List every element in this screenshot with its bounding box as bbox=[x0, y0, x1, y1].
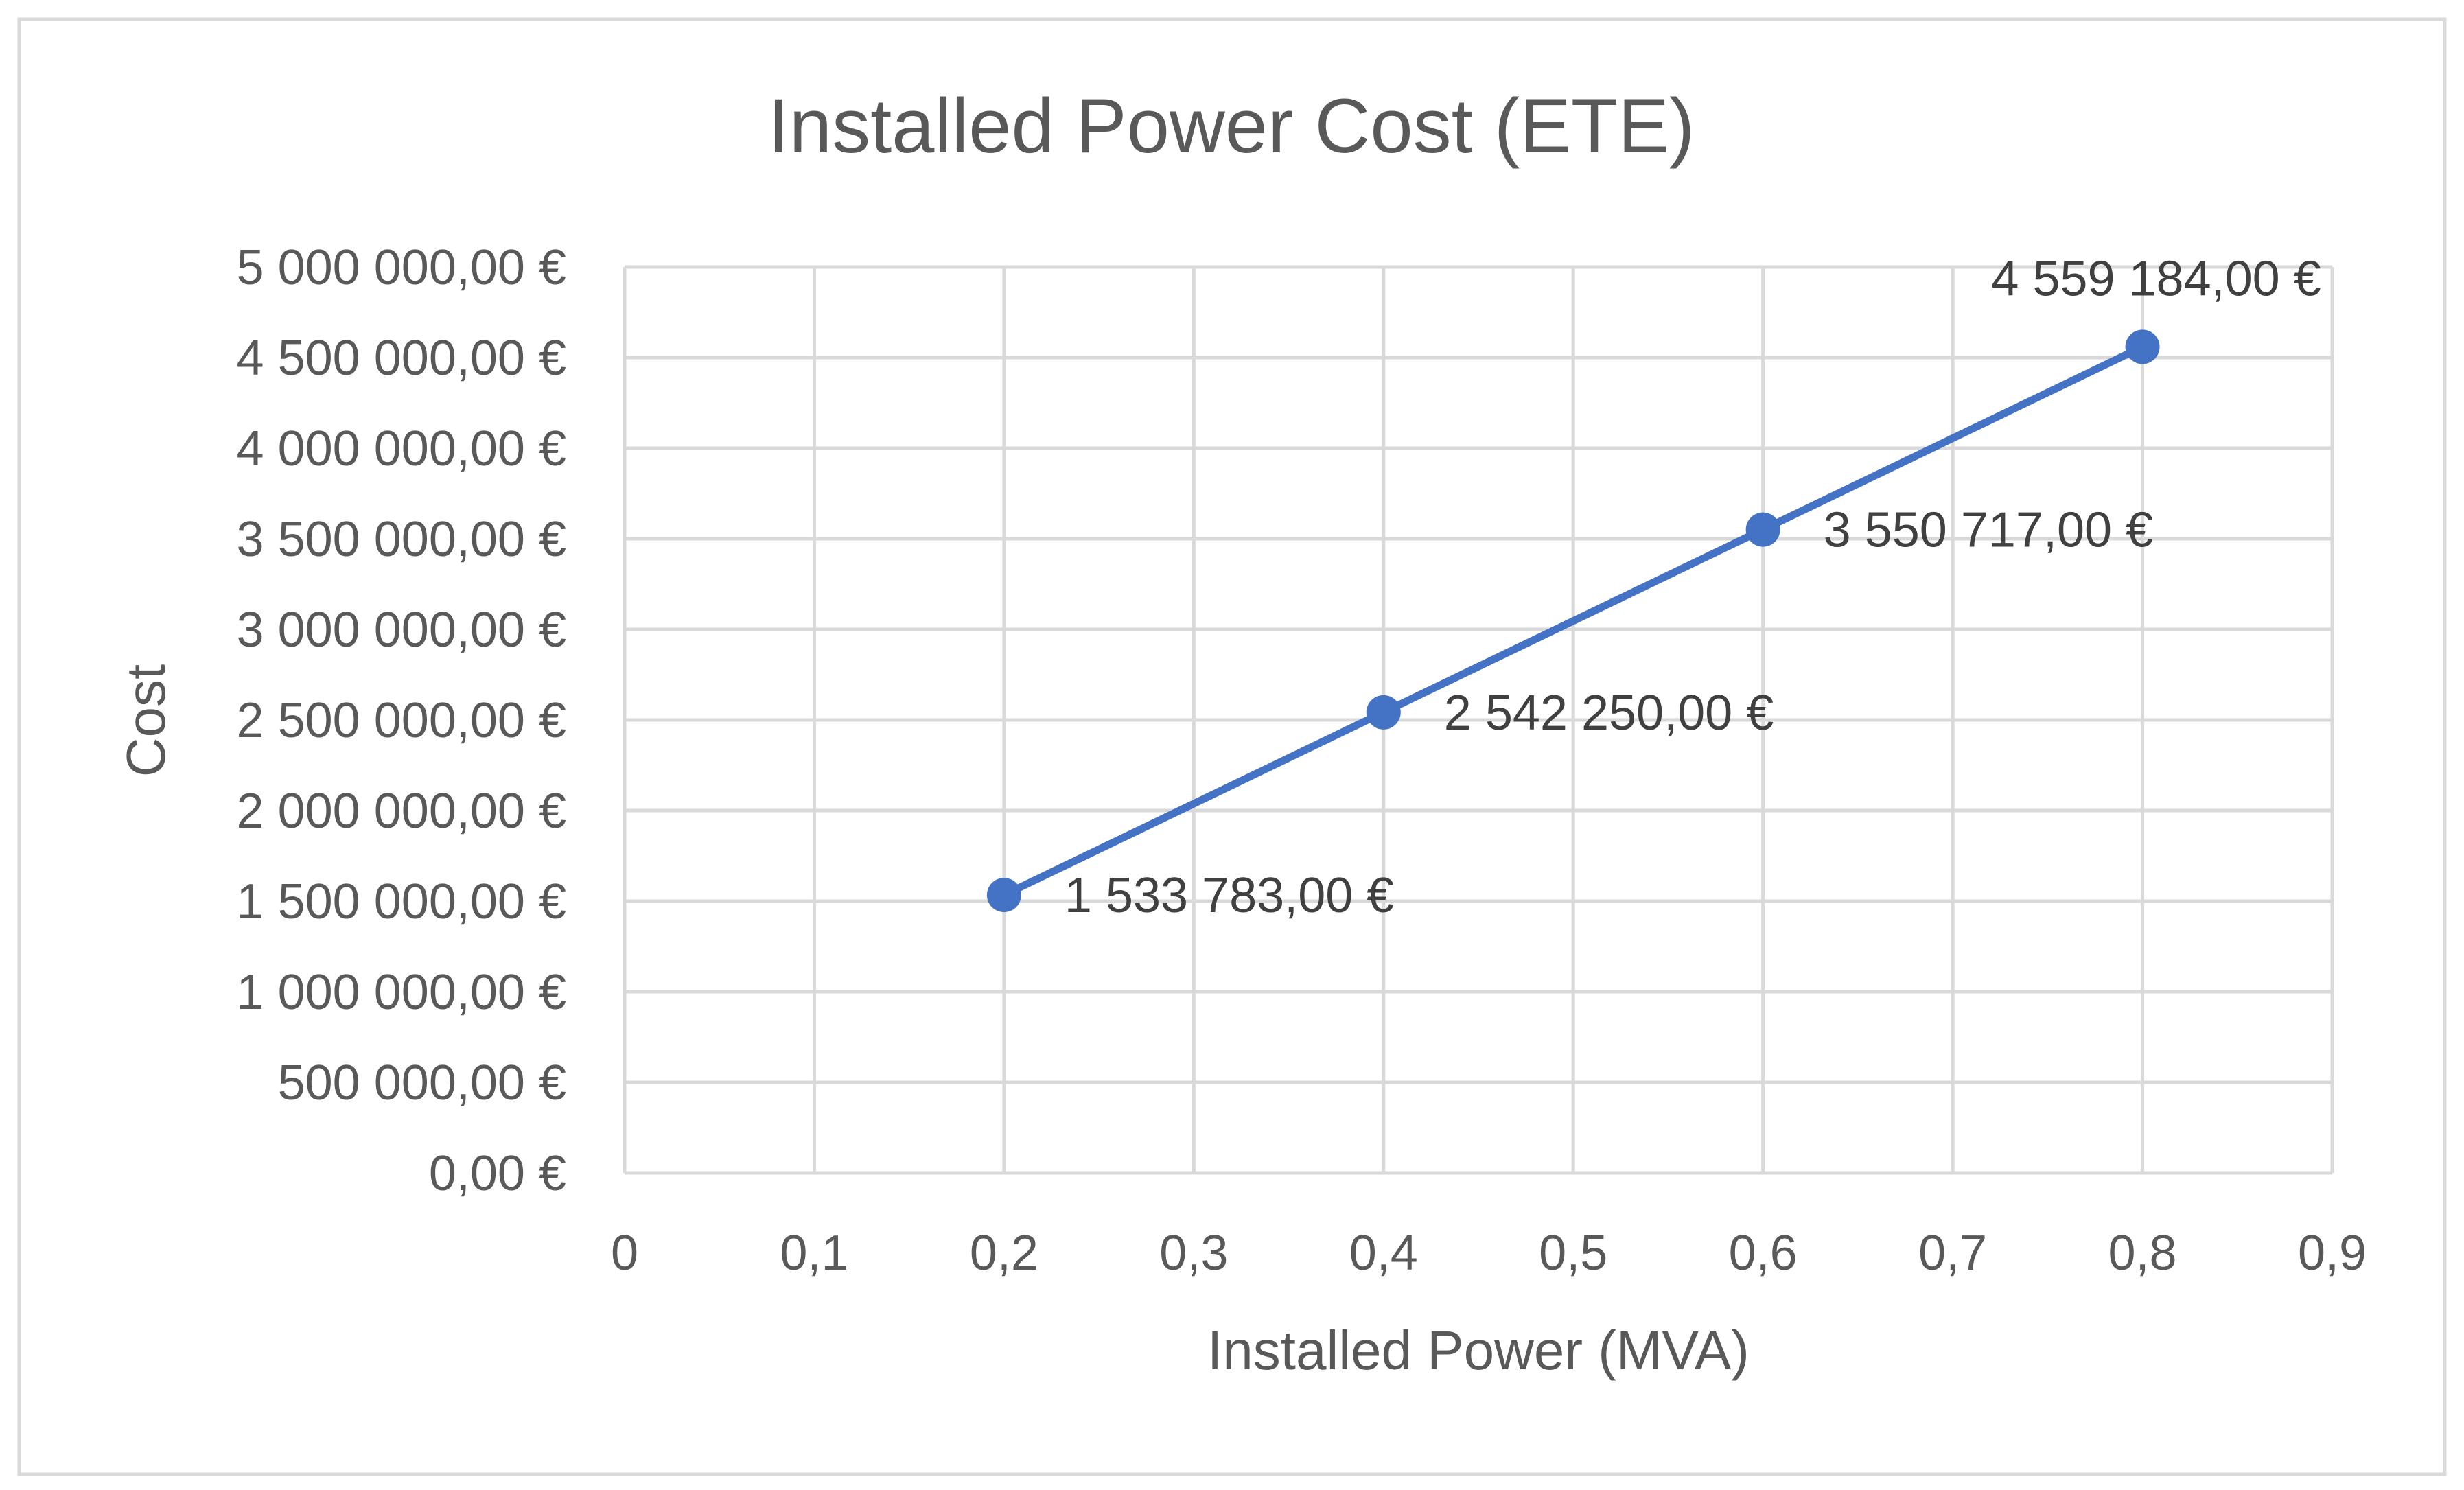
y-axis-ticks: 0,00 € 500 000,00 € 1 000 000,00 € 1 500 00… bbox=[237, 240, 566, 1201]
series-line bbox=[1002, 343, 2144, 899]
x-tick-label: 0,2 bbox=[970, 1226, 1038, 1281]
y-tick-label: 4 000 000,00 € bbox=[237, 421, 566, 476]
x-tick-label: 0,9 bbox=[2298, 1226, 2367, 1281]
x-axis-ticks: 0 0,1 0,2 0,3 0,4 0,5 0,6 0,7 0,8 0,9 bbox=[611, 1226, 2367, 1281]
y-tick-label: 1 000 000,00 € bbox=[237, 965, 566, 1020]
chart-frame bbox=[17, 17, 2447, 1476]
y-tick-label: 4 500 000,00 € bbox=[237, 331, 566, 386]
data-label: 4 559 184,00 € bbox=[1991, 251, 2321, 306]
y-tick-label: 2 500 000,00 € bbox=[237, 693, 566, 748]
x-tick-label: 0,6 bbox=[1729, 1226, 1798, 1281]
x-tick-label: 0,1 bbox=[780, 1226, 848, 1281]
gridlines bbox=[623, 265, 2334, 1175]
chart-title: Installed Power Cost (ETE) bbox=[768, 83, 1695, 169]
data-point bbox=[1366, 695, 1401, 730]
data-label: 2 542 250,00 € bbox=[1444, 686, 1774, 741]
x-tick-label: 0,8 bbox=[2108, 1226, 2177, 1281]
x-tick-label: 0,4 bbox=[1349, 1226, 1418, 1281]
data-point bbox=[2125, 329, 2160, 364]
x-tick-label: 0 bbox=[611, 1226, 638, 1281]
y-tick-label: 500 000,00 € bbox=[278, 1056, 566, 1110]
y-tick-label: 2 000 000,00 € bbox=[237, 784, 566, 839]
x-axis-title: Installed Power (MVA) bbox=[1207, 1320, 1750, 1381]
series-layer: 1 533 783,00 € 2 542 250,00 € 3 550 717,00… bbox=[986, 251, 2321, 923]
x-tick-label: 0,7 bbox=[1918, 1226, 1987, 1281]
data-label: 1 533 783,00 € bbox=[1065, 868, 1394, 923]
y-tick-label: 3 000 000,00 € bbox=[237, 603, 566, 657]
x-tick-label: 0,3 bbox=[1159, 1226, 1228, 1281]
y-tick-label: 1 500 000,00 € bbox=[237, 874, 566, 929]
y-tick-label: 3 500 000,00 € bbox=[237, 512, 566, 567]
y-tick-label: 0,00 € bbox=[429, 1146, 566, 1201]
x-tick-label: 0,5 bbox=[1539, 1226, 1607, 1281]
y-axis-title: Cost bbox=[115, 664, 176, 778]
data-point bbox=[1745, 512, 1780, 547]
y-tick-label: 5 000 000,00 € bbox=[237, 240, 566, 295]
data-point bbox=[986, 878, 1021, 913]
data-label: 3 550 717,00 € bbox=[1824, 503, 2153, 558]
